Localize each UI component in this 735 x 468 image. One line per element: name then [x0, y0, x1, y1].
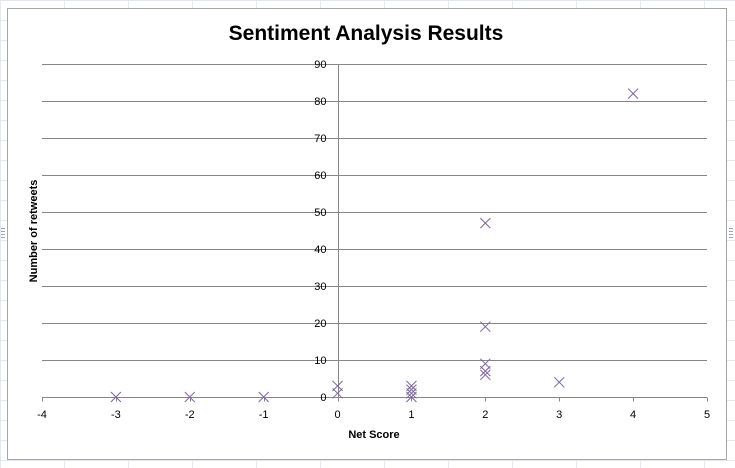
- y-tick-label: 80: [314, 96, 326, 108]
- x-tick-label: -2: [185, 409, 195, 421]
- data-point: [553, 376, 565, 388]
- data-point: [479, 321, 491, 333]
- data-point: [479, 365, 491, 377]
- y-tick-label: 70: [314, 133, 326, 145]
- chart-title: Sentiment Analysis Results: [229, 22, 504, 45]
- resize-handle-left[interactable]: [1, 228, 5, 238]
- data-point: [406, 380, 417, 392]
- data-point: [479, 217, 491, 229]
- data-point: [332, 387, 343, 399]
- axes: [42, 64, 708, 402]
- y-tick-label: 10: [314, 355, 326, 367]
- y-tick-label: 40: [314, 244, 326, 256]
- data-point: [479, 369, 491, 381]
- x-tick-labels: -4 -3 -2 -1 0 1 2 3 4 5: [37, 409, 710, 421]
- data-point: [406, 387, 417, 399]
- y-tick-label: 20: [314, 318, 326, 330]
- data-point: [406, 391, 417, 403]
- x-tick-label: 0: [334, 409, 340, 421]
- gridlines: [42, 64, 707, 361]
- y-tick-label: 50: [314, 207, 326, 219]
- y-tick-label: 90: [314, 59, 326, 71]
- x-tick-label: -3: [111, 409, 121, 421]
- data-point: [110, 391, 122, 403]
- x-tick-label: -1: [259, 409, 269, 421]
- x-tick-label: 5: [704, 409, 710, 421]
- y-axis-title: Number of retweets: [28, 180, 40, 283]
- y-tick-label: 0: [320, 392, 326, 404]
- data-point: [184, 391, 196, 403]
- x-tick-label: 2: [482, 409, 488, 421]
- data-point: [627, 88, 639, 99]
- data-points: [110, 88, 639, 403]
- x-tick-label: 3: [556, 409, 562, 421]
- y-tick-label: 60: [314, 170, 326, 182]
- y-tick-labels: 0 10 20 30 40 50 60 70 80 90: [314, 59, 326, 404]
- data-point: [332, 380, 343, 392]
- x-tick-label: -4: [37, 409, 47, 421]
- resize-handle-right[interactable]: [729, 228, 733, 238]
- data-point: [479, 358, 491, 370]
- x-tick-label: 1: [408, 409, 414, 421]
- data-point: [258, 391, 270, 403]
- chart-area[interactable]: [7, 8, 727, 460]
- data-point: [406, 384, 417, 395]
- x-tick-label: 4: [630, 409, 636, 421]
- y-tick-label: 30: [314, 281, 326, 293]
- x-axis-title: Net Score: [348, 429, 399, 441]
